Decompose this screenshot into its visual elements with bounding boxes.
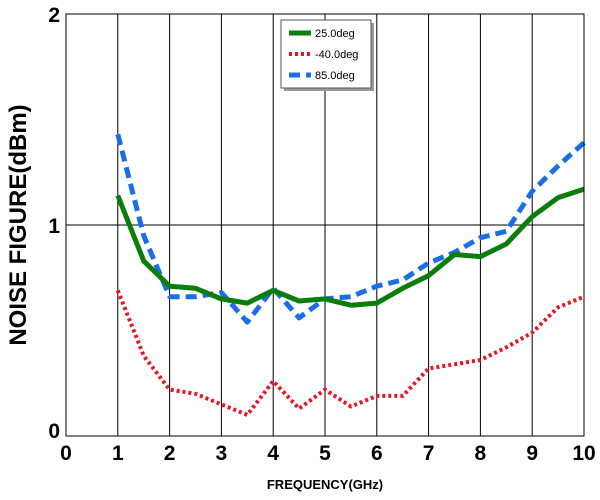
x-tick-label: 3 <box>216 442 228 465</box>
x-tick-label: 4 <box>267 442 279 465</box>
series-line <box>115 133 586 325</box>
x-tick-label: 1 <box>112 442 124 465</box>
legend-label: 25.0deg <box>315 28 355 40</box>
x-tick-label: 9 <box>526 442 538 465</box>
legend-label: 85.0deg <box>315 70 355 82</box>
tick-labels: 0 1 2 3 4 5 6 7 8 9 10 0 1 2 <box>48 4 595 465</box>
series-line <box>115 186 585 308</box>
x-tick-label: 2 <box>164 442 176 465</box>
legend-items: 25.0deg -40.0deg 85.0deg <box>289 28 358 82</box>
x-axis-label: FREQUENCY(GHz) <box>267 477 383 492</box>
x-tick-label: 6 <box>371 442 383 465</box>
x-tick-label: 0 <box>60 442 72 465</box>
legend-label: -40.0deg <box>315 49 358 61</box>
x-tick-label: 8 <box>475 442 487 465</box>
x-tick-label: 5 <box>319 442 331 465</box>
series-line <box>115 289 585 417</box>
y-tick-label: 0 <box>48 420 60 443</box>
x-tick-label: 10 <box>572 442 595 465</box>
y-tick-label: 1 <box>48 215 60 238</box>
y-axis-label: NOISE FIGURE(dBm) <box>5 104 32 345</box>
plot-frame <box>65 13 585 437</box>
series-lines <box>115 133 586 417</box>
legend: 25.0deg -40.0deg 85.0deg <box>280 19 374 91</box>
y-tick-label: 2 <box>48 4 60 27</box>
x-tick-label: 7 <box>423 442 435 465</box>
